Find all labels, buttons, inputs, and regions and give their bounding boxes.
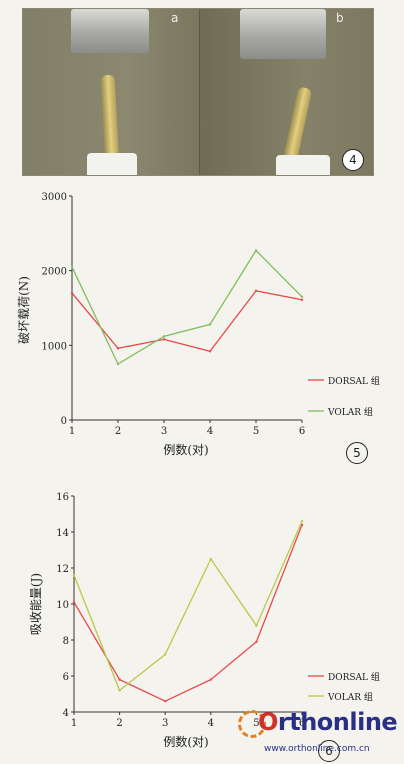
data-point-0-1 (118, 678, 121, 681)
data-point-0-2 (164, 700, 167, 703)
x-tick-label: 6 (299, 718, 305, 729)
data-point-1-0 (70, 265, 74, 269)
chart-5-failure-load: 破坏载荷(N) 例数(对) 0 1000 2000 3000 1 2 3 4 5 6 DORSAL … (16, 192, 380, 457)
press-plate-a (71, 9, 149, 53)
x-tick-label: 2 (115, 426, 121, 437)
legend-label-0: DORSAL 组 (328, 375, 380, 387)
x-tick-label: 4 (208, 718, 214, 729)
data-point-1-1 (116, 362, 120, 366)
x-tick-label: 2 (116, 718, 122, 729)
y-tick-label: 2000 (42, 267, 67, 278)
chart-5-y-axis-label: 破坏载荷(N) (16, 276, 31, 344)
data-point-1-0 (72, 574, 76, 577)
photo-panel-a: a (23, 9, 199, 175)
data-point-1-4 (254, 249, 258, 252)
data-point-1-4 (255, 624, 258, 627)
x-tick-label: 1 (69, 426, 75, 437)
y-tick-label: 12 (56, 564, 69, 575)
press-plate-b (240, 9, 326, 59)
data-point-1-1 (118, 689, 121, 692)
data-point-0-0 (72, 601, 76, 604)
figure-6-number: 6 (318, 740, 340, 762)
legend-label-0: DORSAL 组 (328, 671, 380, 683)
cup-a (87, 153, 137, 175)
x-tick-label: 6 (299, 426, 305, 437)
figure-4-photo: a b 4 (22, 8, 374, 176)
chart-6-y-axis-label: 吸收能量(J) (29, 573, 43, 635)
photo-panel-b: b 4 (199, 9, 373, 175)
watermark-url: www.orthonline.com.cn (264, 744, 370, 754)
data-point-0-0 (70, 291, 74, 295)
data-point-1-2 (162, 335, 166, 338)
y-tick-label: 6 (63, 672, 69, 683)
series-line-1 (73, 520, 303, 692)
series-line-1 (71, 249, 303, 365)
data-point-0-5 (300, 523, 304, 526)
data-point-1-3 (208, 323, 212, 326)
y-tick-label: 14 (56, 528, 69, 539)
data-point-0-2 (162, 338, 166, 341)
orthonline-watermark: Orthonline www.orthonline.com.cn (238, 708, 398, 764)
data-point-0-4 (255, 640, 258, 643)
legend-label-1: VOLAR 组 (327, 691, 373, 703)
y-tick-label: 1000 (42, 341, 67, 352)
chart-5-x-axis-label: 例数(对) (163, 442, 208, 457)
watermark-logo: Orthonline (258, 708, 398, 736)
y-tick-label: 4 (63, 708, 69, 719)
y-tick-label: 10 (56, 600, 69, 611)
data-point-1-5 (300, 520, 304, 523)
figure-5-number: 5 (346, 442, 368, 464)
x-tick-label: 4 (207, 426, 213, 437)
panel-b-label: b (336, 11, 344, 25)
chart-6-x-axis-label: 例数(对) (163, 734, 208, 749)
figure-4-number: 4 (342, 149, 364, 171)
series-line-0 (71, 290, 303, 353)
cup-b (276, 155, 330, 175)
y-tick-label: 3000 (42, 192, 67, 203)
x-tick-label: 1 (71, 718, 77, 729)
y-tick-label: 16 (56, 492, 69, 503)
data-point-0-1 (116, 347, 120, 350)
y-tick-label: 8 (63, 636, 69, 647)
series-line-0 (73, 524, 303, 702)
panel-a-label: a (171, 11, 179, 25)
data-point-0-4 (254, 289, 258, 293)
x-tick-label: 3 (162, 718, 168, 729)
data-point-1-3 (209, 557, 212, 561)
logo-sun-icon (238, 710, 266, 738)
data-point-1-5 (300, 295, 304, 298)
data-point-0-3 (208, 350, 212, 353)
data-point-1-2 (164, 653, 167, 656)
data-point-0-5 (300, 298, 304, 301)
legend-label-1: VOLAR 组 (327, 406, 373, 418)
x-tick-label: 5 (253, 426, 259, 437)
y-tick-label: 0 (61, 416, 67, 427)
x-tick-label: 3 (161, 426, 167, 437)
data-point-0-3 (209, 678, 212, 681)
